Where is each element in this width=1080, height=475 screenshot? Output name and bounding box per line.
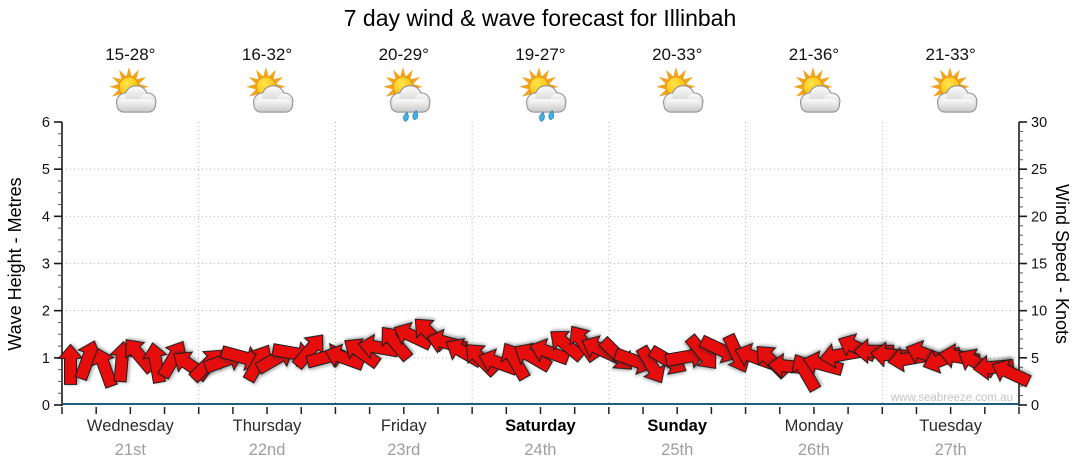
day-date-label: 23rd bbox=[387, 441, 421, 459]
day-date-label: 27th bbox=[934, 441, 967, 459]
weather-icon-sun-cloud bbox=[246, 67, 294, 113]
weather-icon-cell bbox=[199, 66, 336, 127]
day-name-label: Friday bbox=[380, 417, 427, 435]
wave-tick-label: 0 bbox=[42, 398, 50, 414]
weather-icon-sun-cloud bbox=[656, 67, 704, 113]
wind-tick-label: 15 bbox=[1031, 257, 1047, 273]
weather-icon-cell bbox=[335, 66, 472, 127]
wave-tick-label: 3 bbox=[42, 257, 50, 273]
chart-title: 7 day wind & wave forecast for Illinbah bbox=[343, 5, 737, 31]
day-date-label: 21st bbox=[114, 441, 146, 459]
cloud-fill bbox=[664, 86, 703, 112]
weather-icon-cell bbox=[882, 66, 1019, 127]
cloud-fill bbox=[117, 86, 156, 112]
wind-tick-label: 0 bbox=[1031, 398, 1039, 414]
wind-tick-label: 5 bbox=[1031, 351, 1039, 367]
wind-tick-label: 10 bbox=[1031, 304, 1047, 320]
cloud-fill bbox=[254, 86, 293, 112]
day-name-label: Sunday bbox=[647, 417, 708, 435]
wave-tick-label: 1 bbox=[42, 351, 50, 367]
wind-arrow bbox=[291, 334, 324, 371]
temp-range-label: 20-33° bbox=[652, 45, 703, 64]
cloud-fill bbox=[390, 86, 430, 112]
temp-range-label: 16-32° bbox=[241, 45, 293, 64]
wind-arrow bbox=[791, 354, 822, 394]
day-name-label: Wednesday bbox=[86, 417, 174, 435]
wind-tick-label: 30 bbox=[1031, 115, 1047, 131]
wind-arrows bbox=[57, 318, 1032, 394]
day-date-label: 26th bbox=[797, 441, 830, 459]
wave-tick-label: 6 bbox=[42, 115, 50, 131]
raindrops-icon bbox=[539, 110, 555, 122]
wave-tick-label: 5 bbox=[42, 162, 50, 178]
wave-tick-label: 2 bbox=[42, 304, 50, 320]
wind-tick-label: 25 bbox=[1031, 162, 1047, 178]
weather-icon-cell bbox=[472, 66, 609, 127]
wind-arrow bbox=[157, 340, 188, 380]
wind-arrow bbox=[991, 358, 1032, 388]
weather-icon-sun-cloud-rain bbox=[382, 67, 431, 122]
wind-tick-label: 20 bbox=[1031, 209, 1047, 225]
wind-arrow bbox=[635, 344, 666, 384]
wind-arrow bbox=[500, 342, 531, 382]
day-name-label: Tuesday bbox=[919, 417, 982, 435]
wind-arrow bbox=[802, 350, 844, 376]
weather-icon-sun-cloud-rain bbox=[519, 67, 567, 122]
cloud-fill bbox=[800, 86, 840, 112]
bottom-axis bbox=[61, 407, 1020, 414]
weather-icon-cell bbox=[609, 66, 746, 127]
wind-arrow bbox=[344, 338, 382, 370]
wind-arrow bbox=[381, 326, 414, 363]
wave-tick-label: 4 bbox=[42, 209, 50, 225]
right-axis: 0 5 10 15 20 25 30 bbox=[1018, 115, 1047, 414]
day-date-label: 22nd bbox=[248, 441, 286, 459]
day-name-label: Monday bbox=[784, 417, 844, 435]
weather-icon-sun-cloud bbox=[793, 67, 841, 113]
day-name-label: Thursday bbox=[232, 417, 302, 435]
wind-arrow bbox=[684, 333, 717, 370]
day-name-label: Saturday bbox=[505, 417, 576, 435]
day-date-label: 24th bbox=[524, 441, 557, 459]
cloud-fill bbox=[527, 86, 566, 112]
weather-icon-sun-cloud bbox=[109, 67, 157, 113]
temp-range-label: 19-27° bbox=[515, 45, 566, 64]
weather-icon-cell bbox=[746, 66, 883, 127]
temp-range-label: 21-33° bbox=[925, 45, 976, 64]
raindrops-icon bbox=[402, 110, 418, 122]
temp-range-label: 15-28° bbox=[105, 45, 156, 64]
wind-arrow bbox=[514, 342, 554, 373]
temp-range-label: 20-29° bbox=[378, 45, 429, 64]
day-date-label: 25th bbox=[661, 441, 694, 459]
watermark-text: www.seabreeze.com.au bbox=[890, 392, 1013, 404]
temp-range-label: 21-36° bbox=[788, 45, 840, 64]
cloud-fill bbox=[937, 86, 977, 112]
left-axis: 0 1 2 3 4 5 6 bbox=[42, 115, 63, 414]
weather-icon-sun-cloud bbox=[929, 67, 978, 113]
weather-icon-cell bbox=[62, 66, 199, 127]
